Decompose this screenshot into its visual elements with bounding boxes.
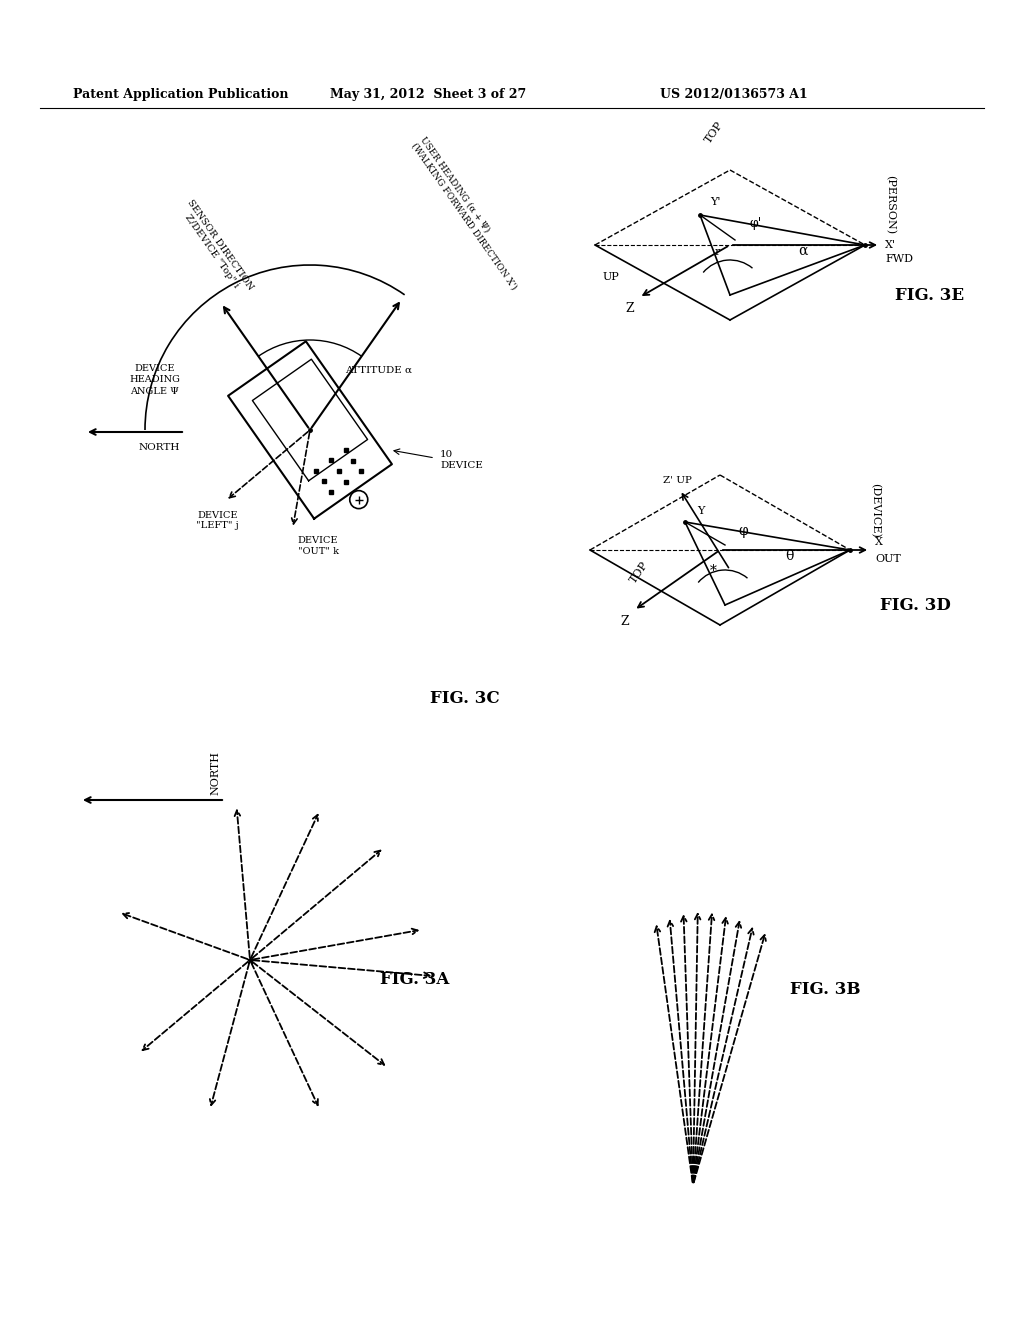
Text: Z: Z xyxy=(626,302,634,315)
Text: FIG. 3B: FIG. 3B xyxy=(790,982,860,998)
Text: θ: θ xyxy=(785,549,794,564)
Text: ATTITUDE α: ATTITUDE α xyxy=(345,366,412,375)
Text: TOP: TOP xyxy=(628,560,650,585)
Text: FIG. 3D: FIG. 3D xyxy=(880,597,951,614)
Text: Z: Z xyxy=(621,615,629,628)
Text: NORTH: NORTH xyxy=(138,444,180,451)
Text: Z' UP: Z' UP xyxy=(663,477,691,484)
Text: DEVICE
HEADING
ANGLE Ψ: DEVICE HEADING ANGLE Ψ xyxy=(130,364,180,396)
Text: FIG. 3E: FIG. 3E xyxy=(895,286,965,304)
Text: φ': φ' xyxy=(750,216,762,230)
Text: *: * xyxy=(710,564,717,578)
Text: (DEVICE): (DEVICE) xyxy=(870,483,881,537)
Text: NORTH: NORTH xyxy=(210,751,220,795)
Text: FIG. 3C: FIG. 3C xyxy=(430,690,500,708)
Text: φ: φ xyxy=(738,524,748,539)
Text: DEVICE
"OUT" k: DEVICE "OUT" k xyxy=(298,536,339,556)
Text: X: X xyxy=(874,537,883,546)
Text: (PERSON): (PERSON) xyxy=(885,176,895,235)
Text: Y': Y' xyxy=(710,197,721,207)
Text: USER HEADING (α + Ψ)
(WALKING FORWARD DIRECTION X'): USER HEADING (α + Ψ) (WALKING FORWARD DI… xyxy=(410,135,527,290)
Text: UP: UP xyxy=(602,272,620,282)
Text: DEVICE
"LEFT" j: DEVICE "LEFT" j xyxy=(197,511,240,531)
Text: Y: Y xyxy=(697,506,705,516)
Text: 10
DEVICE: 10 DEVICE xyxy=(440,450,483,470)
Text: OUT: OUT xyxy=(874,554,901,564)
Text: TOP: TOP xyxy=(703,120,725,145)
Text: May 31, 2012  Sheet 3 of 27: May 31, 2012 Sheet 3 of 27 xyxy=(330,88,526,102)
Text: SENSOR DIRECTION
Z/DEVICE "Top" i: SENSOR DIRECTION Z/DEVICE "Top" i xyxy=(177,198,255,298)
Text: FWD: FWD xyxy=(885,253,913,264)
Text: FIG. 3A: FIG. 3A xyxy=(380,972,450,989)
Text: X': X' xyxy=(885,240,896,249)
Text: US 2012/0136573 A1: US 2012/0136573 A1 xyxy=(660,88,808,102)
Text: α: α xyxy=(798,244,807,257)
Text: Patent Application Publication: Patent Application Publication xyxy=(73,88,289,102)
Text: r: r xyxy=(715,247,720,257)
